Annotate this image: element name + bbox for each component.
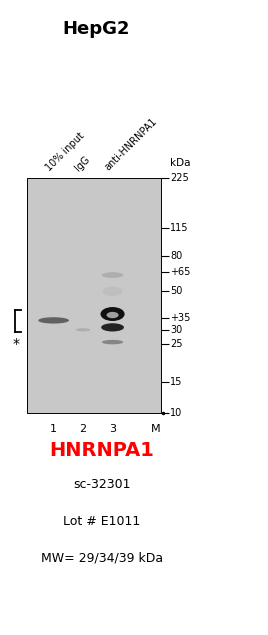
Ellipse shape — [102, 272, 123, 278]
Text: 80: 80 — [170, 251, 183, 261]
Text: MW= 29/34/39 kDa: MW= 29/34/39 kDa — [41, 552, 163, 565]
Text: 50: 50 — [170, 286, 183, 297]
Text: 225: 225 — [170, 173, 189, 183]
Text: HepG2: HepG2 — [63, 20, 130, 37]
Ellipse shape — [102, 340, 123, 344]
FancyBboxPatch shape — [27, 178, 161, 413]
Text: kDa: kDa — [170, 158, 191, 168]
Ellipse shape — [100, 307, 125, 321]
Text: 115: 115 — [170, 224, 189, 234]
Text: +35: +35 — [170, 313, 191, 323]
Text: anti-HNRNPA1: anti-HNRNPA1 — [103, 116, 159, 173]
Text: 10% input: 10% input — [44, 130, 86, 173]
Text: 3: 3 — [109, 424, 116, 434]
Text: 25: 25 — [170, 338, 183, 349]
Text: IgG: IgG — [73, 154, 92, 173]
Text: M: M — [151, 424, 160, 434]
Text: 10: 10 — [170, 408, 183, 418]
Text: 30: 30 — [170, 325, 183, 335]
Ellipse shape — [76, 328, 91, 331]
Text: sc-32301: sc-32301 — [73, 478, 131, 491]
Text: +65: +65 — [170, 267, 191, 276]
Text: 15: 15 — [170, 377, 183, 387]
Ellipse shape — [107, 312, 119, 318]
Text: Lot # E1011: Lot # E1011 — [63, 515, 140, 528]
Ellipse shape — [38, 318, 69, 324]
Text: HNRNPA1: HNRNPA1 — [49, 441, 154, 460]
Text: 1: 1 — [50, 424, 57, 434]
Text: 2: 2 — [80, 424, 87, 434]
Text: *: * — [13, 337, 20, 351]
Ellipse shape — [103, 286, 123, 296]
Ellipse shape — [101, 323, 124, 331]
